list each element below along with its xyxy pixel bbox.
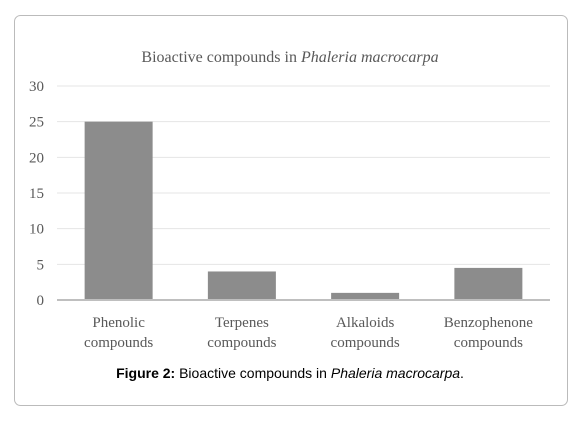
bar [84, 121, 153, 301]
y-tick-label: 0 [37, 293, 45, 309]
caption-italic: Phaleria macrocarpa [331, 365, 460, 381]
bar [454, 267, 523, 300]
y-tick-label: 5 [37, 257, 45, 273]
x-tick-label: Terpenes compounds [207, 315, 276, 351]
caption-end: . [460, 365, 464, 381]
x-tick-label: Benzophenone compounds [444, 315, 533, 351]
title-text: Bioactive compounds in [141, 49, 297, 66]
y-tick-label: 25 [29, 115, 44, 131]
title-italic: Phaleria macrocarpa [300, 49, 439, 66]
bar [331, 292, 400, 300]
caption-label: Figure 2: [116, 365, 175, 381]
caption: Figure 2: Bioactive compounds in Phaleri… [116, 365, 464, 381]
caption-text: Bioactive compounds in [179, 365, 327, 381]
y-tick-label: 20 [29, 150, 44, 166]
y-tick-label: 15 [29, 186, 44, 202]
bar [207, 271, 276, 300]
x-tick-label: Alkaloids compounds [331, 315, 400, 351]
figure-frame [14, 15, 568, 406]
y-tick-label: 30 [29, 79, 44, 95]
chart-title: Bioactive compounds in Phaleria macrocar… [141, 49, 438, 66]
y-tick-label: 10 [29, 222, 44, 238]
x-tick-label: Phenolic compounds [84, 315, 153, 351]
